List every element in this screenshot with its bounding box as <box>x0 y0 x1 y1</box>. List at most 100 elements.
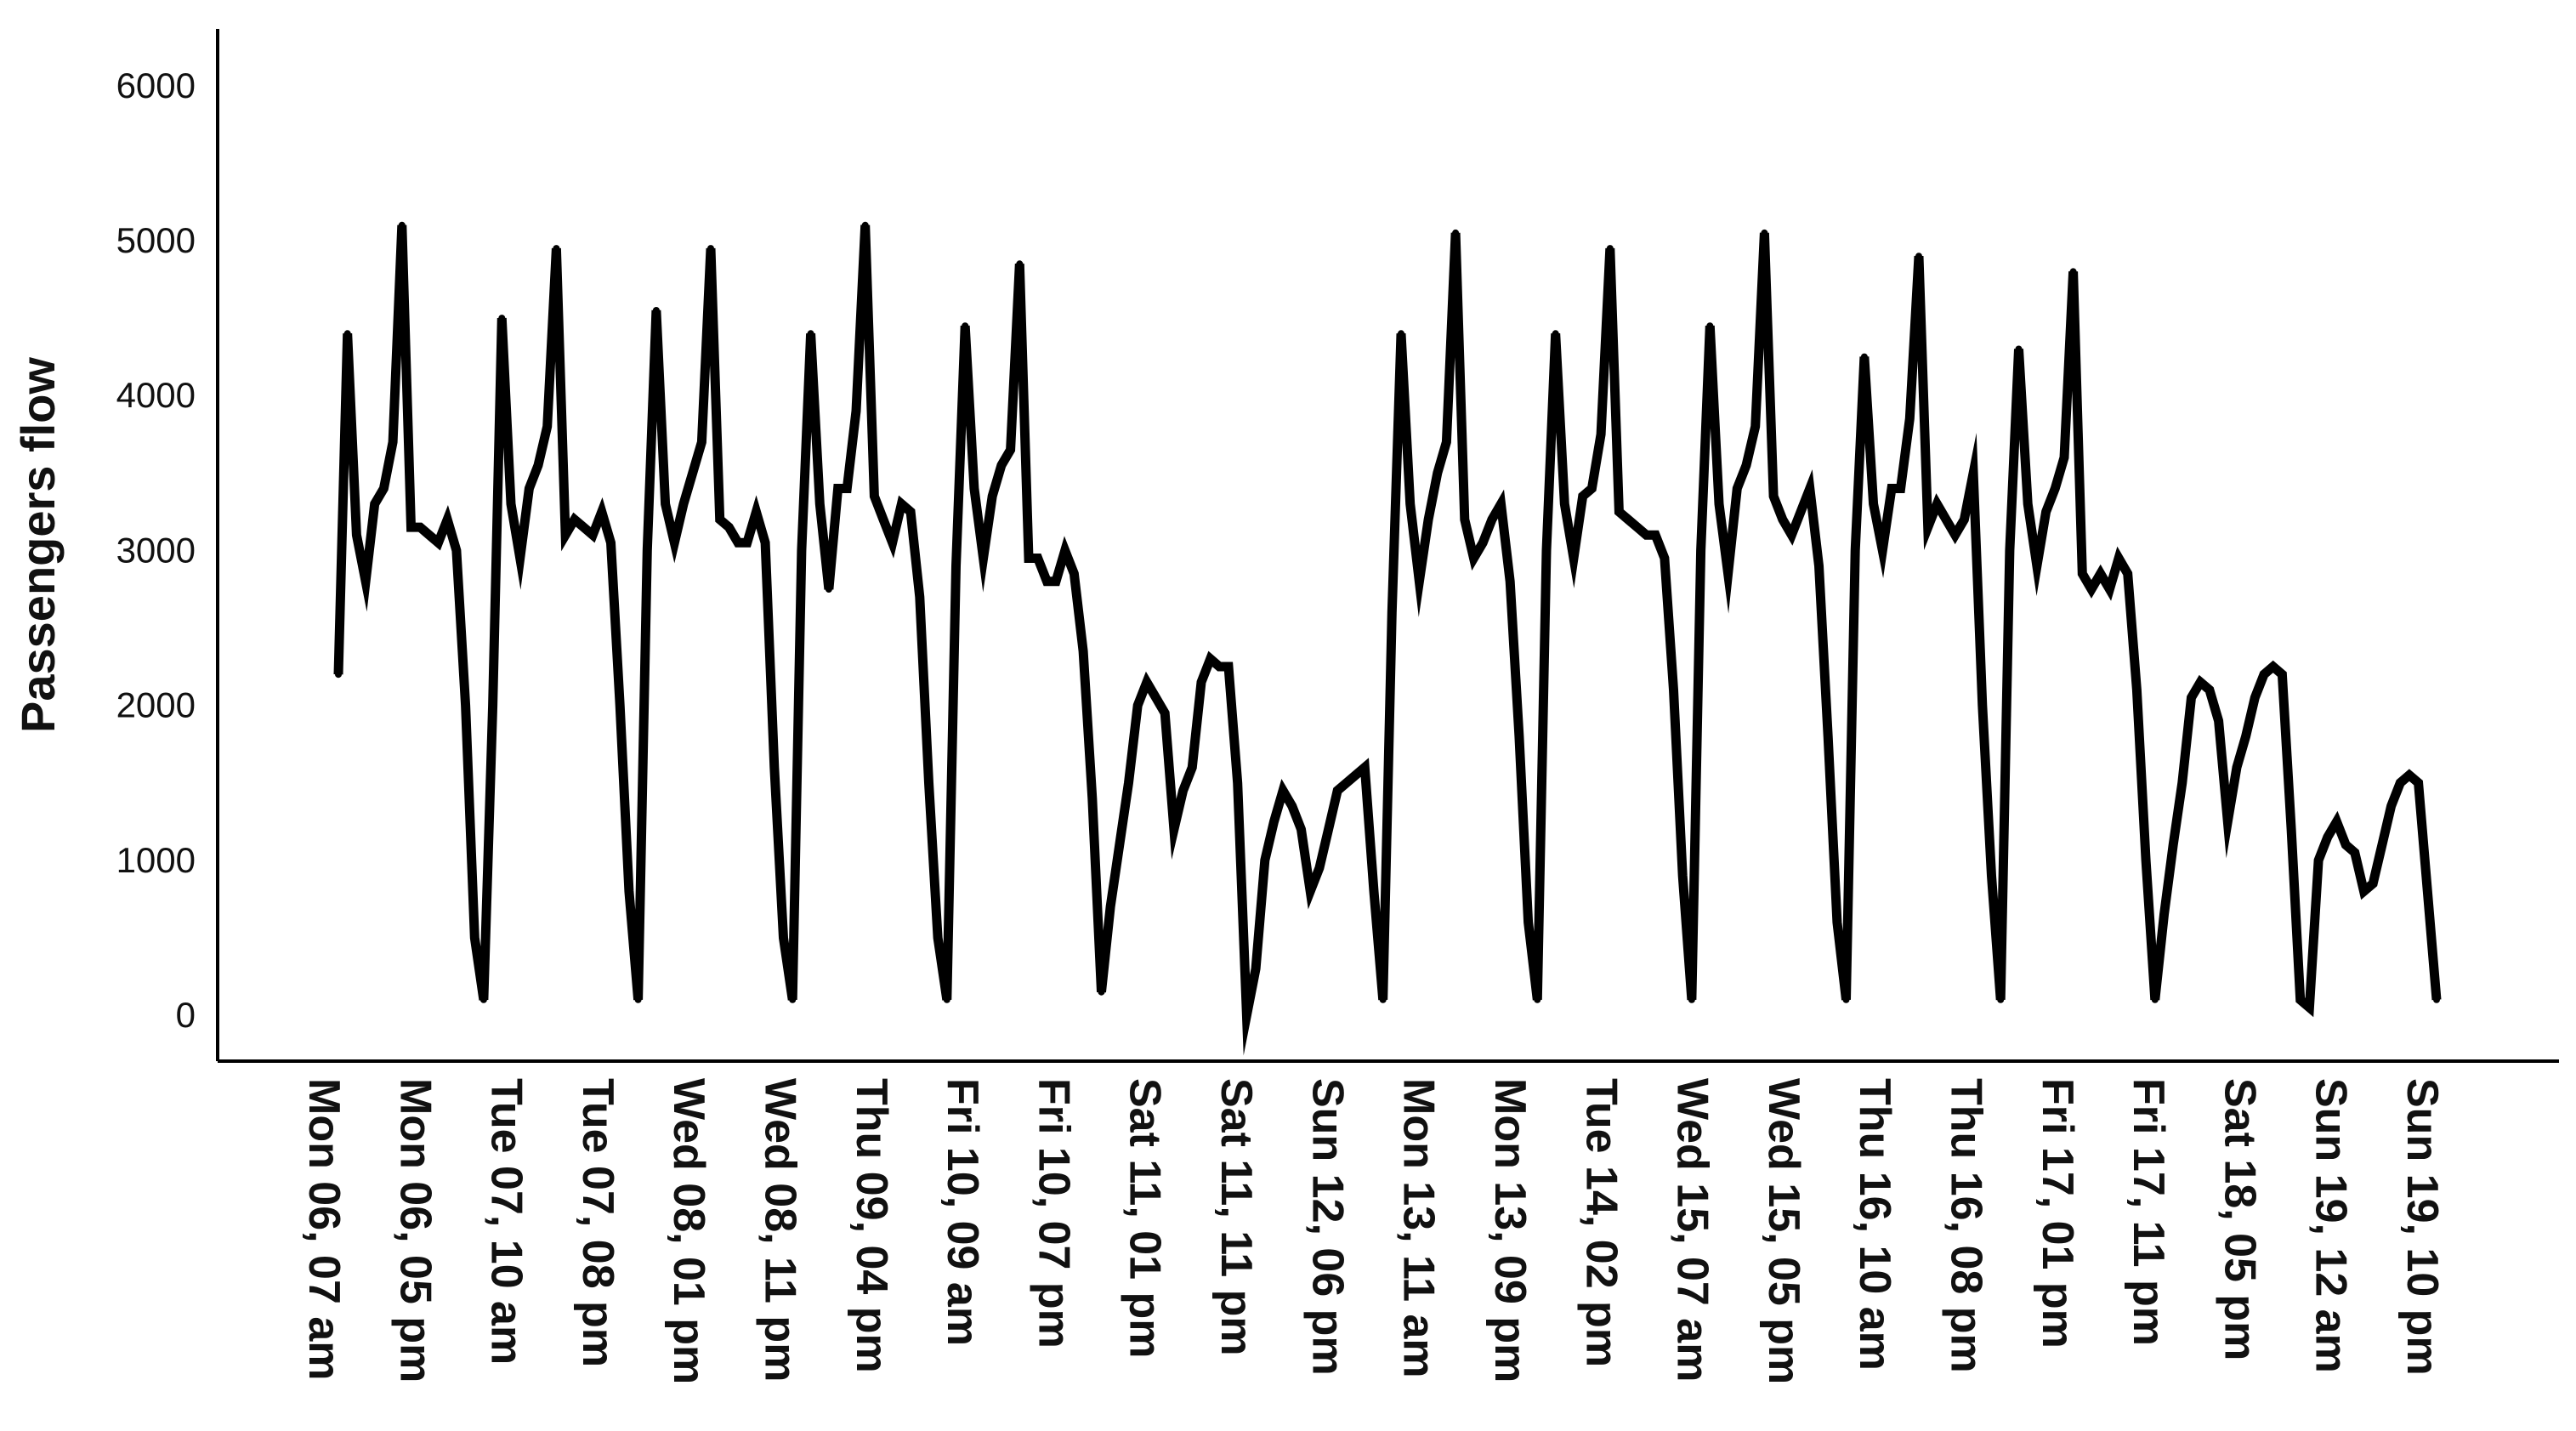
data-point <box>1053 577 1059 585</box>
data-point <box>1615 508 1623 515</box>
data-point <box>970 485 978 492</box>
x-tick-label: Mon 13, 11 am <box>1394 1078 1444 1378</box>
data-point <box>371 500 378 508</box>
x-tick-label: Sat 11, 11 pm <box>1211 1078 1261 1356</box>
data-point <box>916 593 923 601</box>
data-point <box>2251 694 2259 701</box>
data-point <box>2069 268 2077 275</box>
data-point <box>1679 872 1687 879</box>
data-point <box>2215 717 2222 724</box>
data-point <box>707 245 714 253</box>
data-point <box>2278 671 2286 679</box>
data-point <box>853 407 860 415</box>
x-tick-label: Sat 11, 01 pm <box>1121 1078 1170 1359</box>
data-point <box>1833 918 1841 926</box>
data-point <box>607 539 615 547</box>
data-point <box>1370 888 1377 895</box>
data-point <box>807 330 814 338</box>
data-point <box>1152 694 1160 701</box>
x-tick-label: Fri 17, 01 pm <box>2033 1078 2082 1349</box>
data-point <box>735 539 742 547</box>
data-point <box>644 547 651 554</box>
data-point <box>434 539 442 547</box>
data-point <box>752 508 760 515</box>
y-tick-label: 0 <box>176 995 196 1035</box>
data-point <box>1888 485 1895 492</box>
data-point <box>1652 531 1660 539</box>
data-point <box>1352 771 1359 779</box>
x-tick-label: Tue 14, 02 pm <box>1576 1078 1626 1367</box>
data-point <box>2197 679 2204 686</box>
data-point <box>1761 229 1768 236</box>
data-point <box>680 500 687 508</box>
data-point <box>1270 818 1278 826</box>
x-tick-label: Tue 07, 10 am <box>482 1078 531 1365</box>
data-point <box>516 554 524 562</box>
data-point <box>1688 996 1695 1003</box>
x-tick-label: Sun 19, 10 pm <box>2397 1078 2447 1376</box>
data-point <box>1161 709 1169 717</box>
x-tick-label: Wed 15, 05 pm <box>1759 1078 1808 1384</box>
data-point <box>1107 903 1115 911</box>
data-point <box>471 934 479 941</box>
data-point <box>1007 446 1014 453</box>
data-point <box>1061 547 1069 554</box>
data-point <box>1388 609 1396 616</box>
data-point <box>1924 524 1932 531</box>
data-point <box>1842 996 1850 1003</box>
data-point <box>407 524 415 531</box>
data-point <box>1134 701 1142 709</box>
data-point <box>816 500 824 508</box>
data-point <box>2360 888 2368 895</box>
data-point <box>1416 577 1423 585</box>
x-tick-label: Mon 06, 07 am <box>299 1078 349 1380</box>
data-point <box>2106 586 2114 593</box>
series-line <box>333 224 2442 1056</box>
data-point <box>1524 918 1532 926</box>
data-point <box>834 485 842 492</box>
data-point <box>1034 554 1041 562</box>
data-point <box>2115 554 2123 562</box>
data-point <box>1216 663 1223 670</box>
data-point <box>580 524 587 531</box>
data-point <box>689 469 696 477</box>
data-point <box>1425 516 1433 523</box>
data-point <box>1788 531 1796 539</box>
data-point <box>2006 547 2013 554</box>
data-point <box>871 492 878 500</box>
data-point <box>880 516 887 523</box>
data-point <box>934 934 942 941</box>
x-tick-label: Sun 12, 06 pm <box>1302 1078 1352 1376</box>
data-point <box>1697 547 1705 554</box>
data-point <box>1988 872 1995 879</box>
data-point <box>2288 826 2295 833</box>
data-point <box>498 315 506 322</box>
data-point <box>2269 663 2277 670</box>
data-point <box>1234 779 1241 786</box>
data-point <box>1579 492 1586 500</box>
data-point <box>353 531 360 539</box>
data-point <box>2187 694 2195 701</box>
data-point <box>2233 764 2240 771</box>
data-point <box>907 508 915 515</box>
data-point <box>2178 779 2186 786</box>
data-point <box>1534 996 1541 1003</box>
data-point <box>2296 996 2304 1003</box>
data-point <box>1016 260 1024 268</box>
data-point <box>698 438 706 446</box>
data-point <box>2333 818 2341 826</box>
data-point <box>1488 516 1495 523</box>
data-point <box>1643 531 1650 539</box>
data-point <box>1633 524 1641 531</box>
data-point <box>2224 818 2232 826</box>
y-tick-label: 1000 <box>116 840 196 880</box>
data-point <box>2061 454 2068 462</box>
data-point <box>1398 330 1404 338</box>
x-tick-label: Wed 15, 07 am <box>1668 1078 1717 1382</box>
data-point <box>716 516 723 523</box>
data-point <box>1261 856 1268 864</box>
data-point <box>1243 1012 1251 1019</box>
series-layer <box>333 221 2442 1056</box>
data-point <box>1342 779 1350 786</box>
